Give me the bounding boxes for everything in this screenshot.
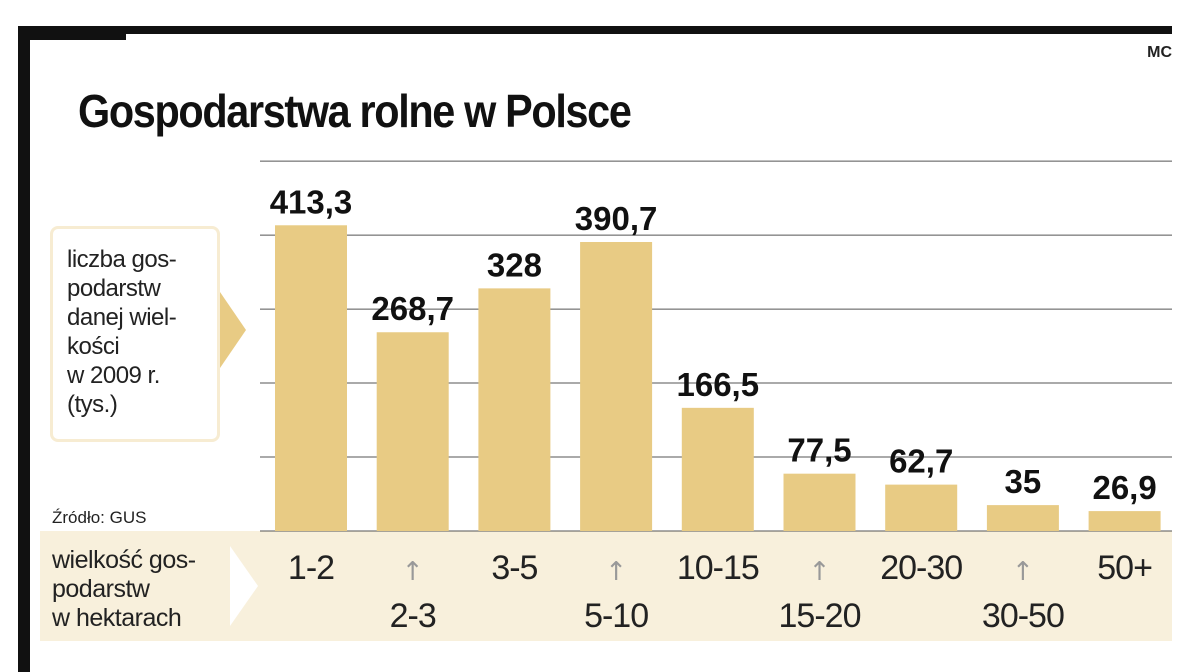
category-label: 1-2 (288, 549, 334, 587)
up-arrow-icon: ↑ (402, 557, 424, 587)
category-label: 2-3 (390, 597, 436, 635)
value-label: 62,7 (889, 443, 953, 480)
bar (885, 484, 958, 531)
bar (580, 241, 653, 531)
up-arrow-icon: ↑ (809, 557, 831, 587)
bar (681, 407, 754, 531)
frame-top-rule (18, 26, 1172, 34)
frame-corner (18, 26, 126, 40)
category-label: 20-30 (880, 549, 962, 587)
source-note: Źródło: GUS (52, 508, 147, 527)
legend-box: liczba gos- podarstw danej wiel- kości w… (50, 226, 220, 442)
value-label: 390,7 (575, 200, 658, 237)
bar (478, 288, 551, 531)
value-label: 413,3 (270, 183, 353, 220)
x-axis-band (40, 531, 1172, 641)
up-arrow-icon: ↑ (605, 557, 627, 587)
chart-title: Gospodarstwa rolne w Polsce (78, 85, 632, 137)
value-label: 35 (1005, 463, 1042, 500)
category-label: 3-5 (491, 549, 537, 587)
value-label: 77,5 (787, 432, 851, 469)
author-credit: MC (1147, 44, 1172, 61)
x-axis-pointer-icon (230, 546, 258, 626)
bar (1088, 511, 1161, 531)
category-label: 30-50 (982, 597, 1064, 635)
bar (986, 505, 1059, 531)
category-label: 50+ (1097, 549, 1152, 587)
category-label: 15-20 (779, 597, 861, 635)
category-label: 5-10 (584, 597, 648, 635)
value-label: 26,9 (1092, 469, 1156, 506)
legend-pointer-icon (220, 292, 246, 368)
value-label: 328 (487, 246, 542, 283)
legend-text: liczba gos- podarstw danej wiel- kości w… (67, 246, 177, 418)
value-label: 268,7 (371, 290, 454, 327)
value-label: 166,5 (677, 366, 760, 403)
frame-left-rule (18, 26, 30, 672)
category-label: 10-15 (677, 549, 759, 587)
up-arrow-icon: ↑ (1012, 557, 1034, 587)
x-axis-label: wielkość gos- podarstw w hektarach (52, 546, 196, 632)
bar (783, 473, 856, 531)
bar (376, 332, 449, 531)
bar (275, 225, 347, 531)
